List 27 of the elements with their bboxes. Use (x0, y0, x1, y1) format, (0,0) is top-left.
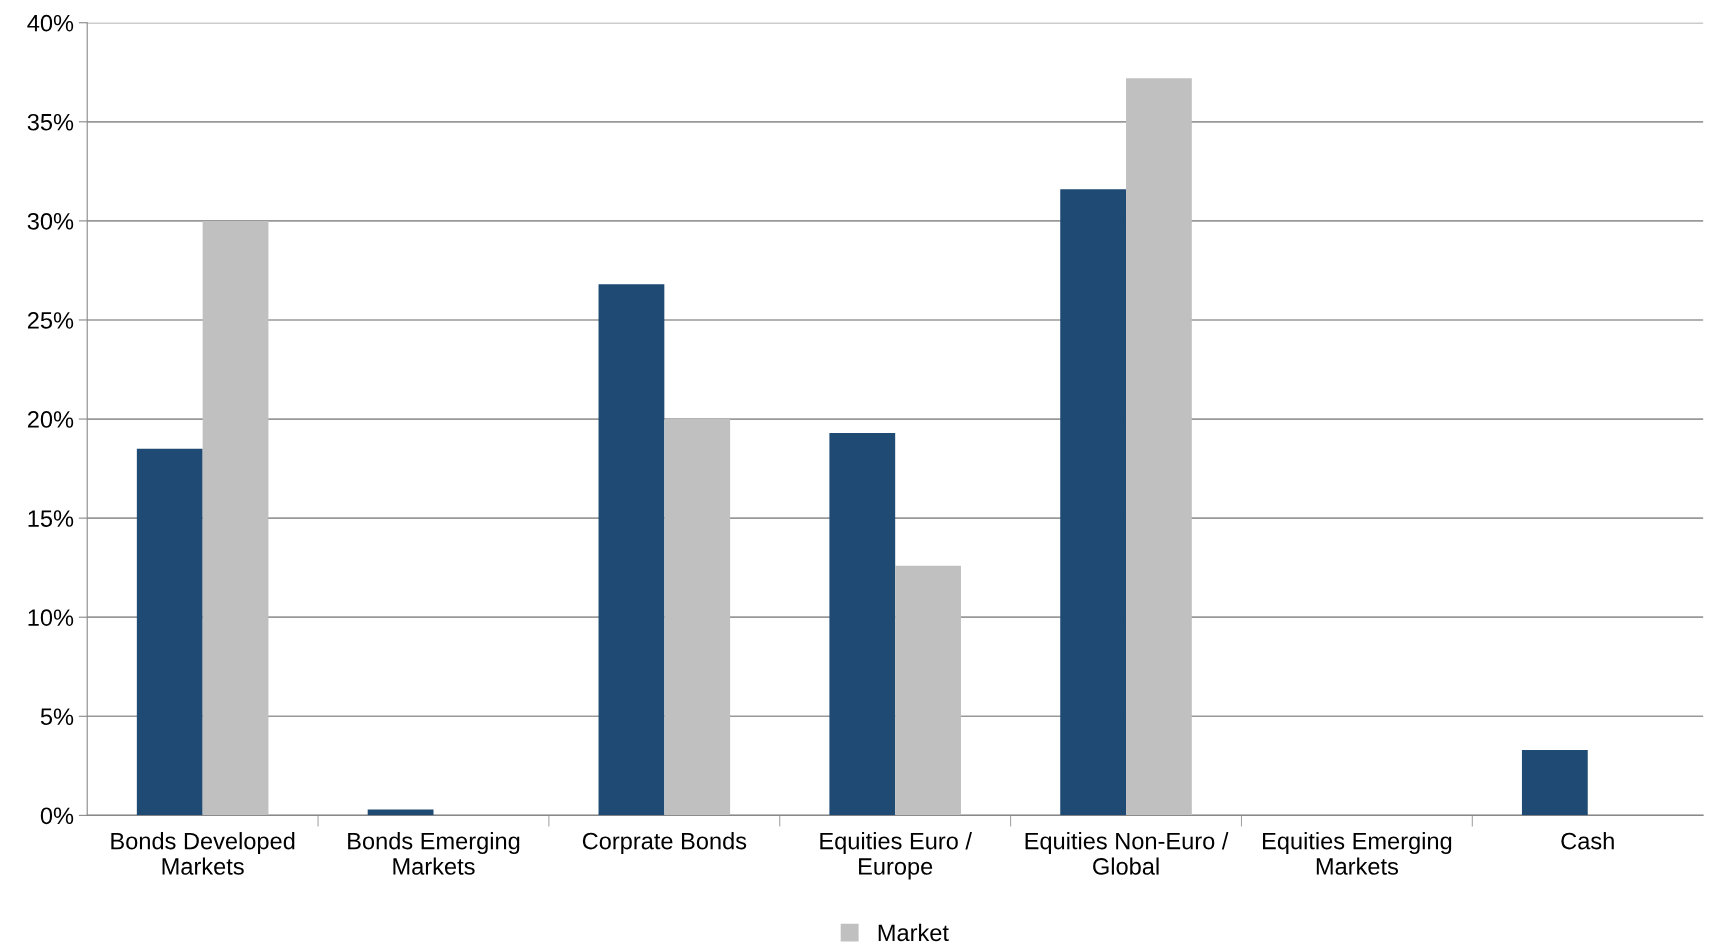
x-tick-label: Cash (1561, 832, 1614, 850)
bar (367, 809, 434, 816)
y-tick-label: 15% (28, 510, 74, 527)
bar (202, 220, 269, 816)
x-tick-label: Bonds Emerging Markets (348, 832, 520, 875)
x-tick-label: Equities Non-Euro / Global (1025, 832, 1229, 875)
y-tick-label: 40% (27, 14, 74, 32)
bar (1126, 78, 1192, 816)
legend-label: Market (878, 923, 949, 942)
x-tick-label: Equities Emerging Markets (1263, 832, 1452, 875)
y-tick-label: 30% (27, 212, 74, 230)
y-tick-label: 20% (27, 411, 74, 428)
bar (1521, 749, 1588, 816)
bar (664, 419, 731, 816)
y-tick-label: 5% (40, 708, 74, 726)
bar (829, 432, 896, 816)
x-tick-label: Corprate Bonds (582, 832, 747, 855)
bar (1060, 189, 1127, 816)
x-tick-label: Equities Euro / Europe (820, 832, 972, 880)
bar (598, 284, 665, 816)
y-tick-label: 35% (27, 113, 74, 131)
x-tick-label: Bonds Developed Markets (111, 832, 295, 875)
y-tick-label: 25% (27, 312, 74, 329)
bar (136, 448, 203, 816)
y-tick-label: 0% (40, 807, 74, 825)
y-tick-label: 10% (28, 609, 74, 626)
bar (895, 565, 961, 816)
